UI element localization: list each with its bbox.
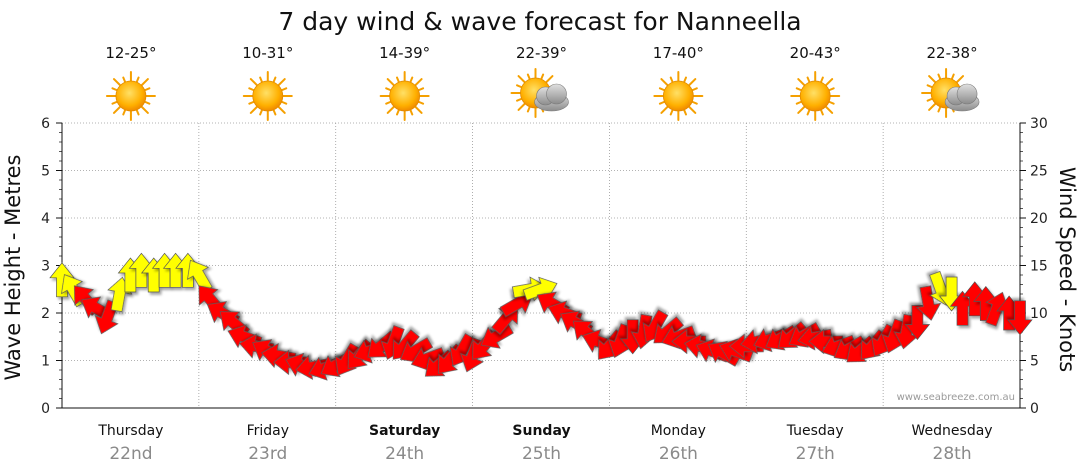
sun-icon xyxy=(242,71,293,121)
day-name: Thursday xyxy=(97,423,163,439)
sun-cloud-icon xyxy=(921,68,980,118)
left-tick-label: 1 xyxy=(41,354,50,370)
day-date: 25th xyxy=(522,444,561,464)
credit-text: www.seabreeze.com.au xyxy=(897,392,1015,403)
sun-icon xyxy=(653,71,704,121)
left-axis-ticks: 0 1 2 3 4 5 6 xyxy=(41,116,62,417)
day-temperature: 14-39° xyxy=(379,44,430,62)
day-temperature: 22-38° xyxy=(927,44,978,62)
day-temperature: 20-43° xyxy=(790,44,841,62)
day-temperature: 17-40° xyxy=(653,44,704,62)
day-labels: Thursday 22nd Friday 23rd Saturday 24th Sunday… xyxy=(97,423,992,464)
left-tick-label: 4 xyxy=(41,211,50,227)
left-axis-title: Wave Height - Metres xyxy=(1,155,25,381)
right-tick-label: 30 xyxy=(1030,116,1048,132)
day-temperature: 10-31° xyxy=(242,44,293,62)
wind-arrow xyxy=(480,323,514,349)
left-tick-label: 2 xyxy=(41,306,50,322)
sun-icon xyxy=(105,71,156,121)
right-tick-label: 0 xyxy=(1030,401,1039,417)
day-date: 23rd xyxy=(248,444,287,464)
day-name: Sunday xyxy=(512,423,570,439)
right-axis-ticks: 0 5 10 15 20 25 30 xyxy=(1020,116,1048,417)
wind-arrow xyxy=(916,285,942,321)
day-date: 22nd xyxy=(109,444,152,464)
day-name: Wednesday xyxy=(912,423,993,439)
left-tick-label: 3 xyxy=(41,259,50,275)
day-temperature: 22-39° xyxy=(516,44,567,62)
day-name: Saturday xyxy=(369,423,440,439)
grid-lines xyxy=(62,122,1020,408)
sun-icon xyxy=(379,71,430,121)
right-tick-label: 25 xyxy=(1030,164,1048,180)
right-tick-label: 10 xyxy=(1030,306,1048,322)
day-temperature: 12-25° xyxy=(105,44,156,62)
plot-area: 0 1 2 3 4 5 6 0 5 10 15 20 25 30 xyxy=(41,116,1048,417)
wind-series xyxy=(49,252,1033,381)
wind-arrow xyxy=(1007,300,1033,336)
sun-icon xyxy=(790,71,841,121)
wind-arrow xyxy=(904,305,931,341)
chart-title: 7 day wind & wave forecast for Nanneella xyxy=(278,7,801,36)
right-tick-label: 20 xyxy=(1030,211,1048,227)
day-date: 28th xyxy=(933,444,972,464)
sun-cloud-icon xyxy=(510,68,569,118)
day-name: Monday xyxy=(651,423,706,439)
day-date: 26th xyxy=(659,444,698,464)
right-tick-label: 15 xyxy=(1030,259,1048,275)
day-date: 24th xyxy=(385,444,424,464)
right-axis-title: Wind Speed - Knots xyxy=(1055,167,1079,372)
day-date: 27th xyxy=(796,444,835,464)
day-headers: 12-25° 10-31° 14-39° 22-39° 17-40° 20-43° 22-3… xyxy=(105,44,980,121)
left-tick-label: 0 xyxy=(41,401,50,417)
day-name: Friday xyxy=(247,423,289,439)
right-tick-label: 5 xyxy=(1030,354,1039,370)
day-name: Tuesday xyxy=(786,423,844,439)
left-tick-label: 6 xyxy=(41,116,50,132)
left-tick-label: 5 xyxy=(41,164,50,180)
